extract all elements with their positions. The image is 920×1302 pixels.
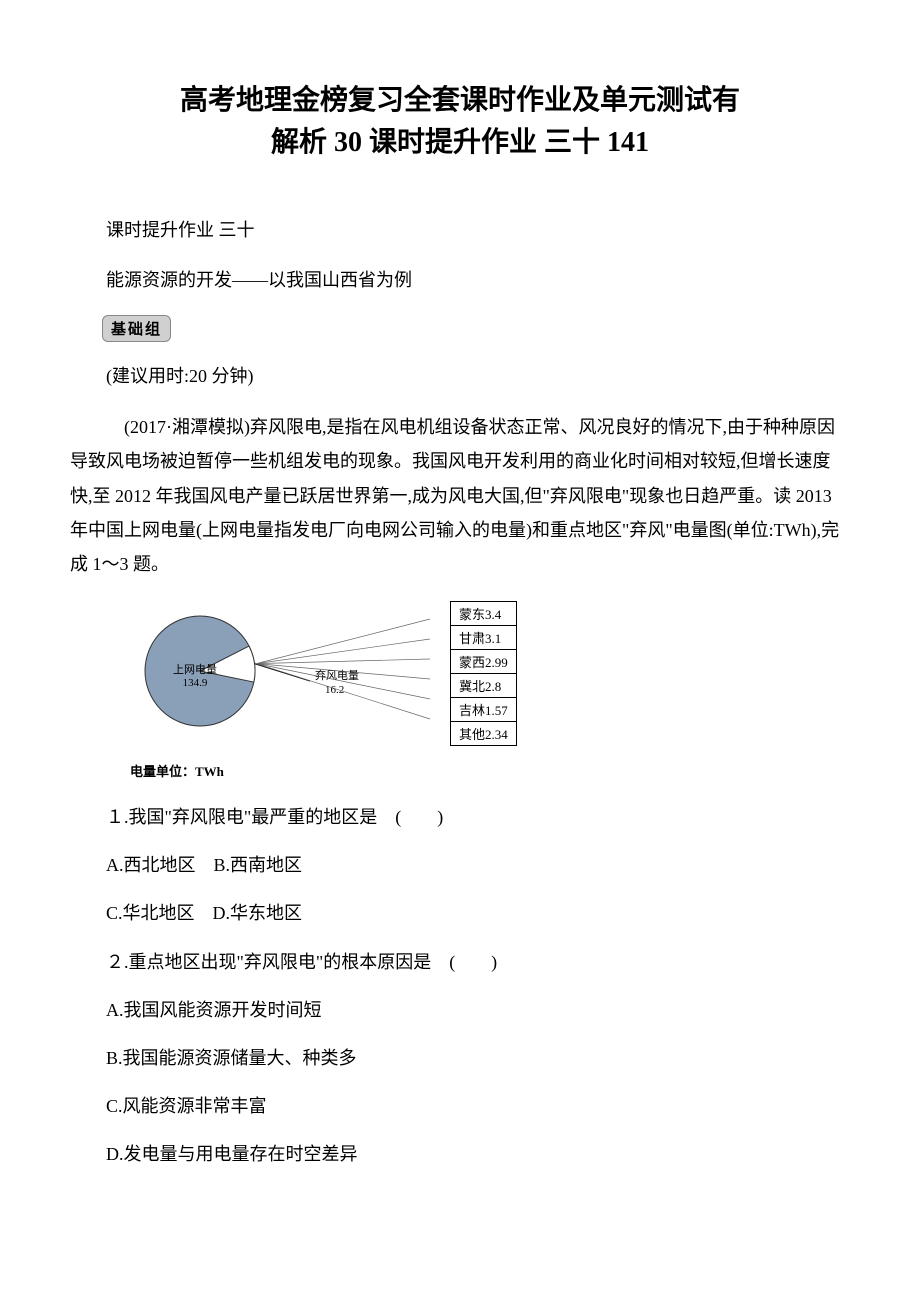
- table-row: 蒙东3.4: [451, 602, 517, 626]
- table-cell: 甘肃3.1: [451, 626, 517, 650]
- q2-opt-c: C.风能资源非常丰富: [70, 1089, 850, 1123]
- question-2: ２.重点地区出现"弃风限电"的根本原因是 ( ): [70, 945, 850, 979]
- passage-text: (2017·湘潭模拟)弃风限电,是指在风电机组设备状态正常、风况良好的情况下,由…: [70, 410, 850, 581]
- table-row: 吉林1.57: [451, 698, 517, 722]
- table-row: 甘肃3.1: [451, 626, 517, 650]
- table-cell: 其他2.34: [451, 722, 517, 746]
- table-cell: 蒙东3.4: [451, 602, 517, 626]
- svg-text:134.9: 134.9: [183, 677, 208, 689]
- q1-opt-b: B.西南地区: [214, 855, 303, 875]
- q2-num: ２.: [106, 952, 129, 972]
- chart-caption: 电量单位：TWh: [130, 761, 850, 780]
- q1-num: １.: [106, 807, 129, 827]
- chart-container: 上网电量134.9弃风电量16.2 蒙东3.4甘肃3.1蒙西2.99冀北2.8吉…: [130, 601, 850, 751]
- q1-options-cd: C.华北地区 D.华东地区: [70, 896, 850, 930]
- q2-opt-a: A.我国风能资源开发时间短: [70, 993, 850, 1027]
- q2-opt-d: D.发电量与用电量存在时空差异: [70, 1137, 850, 1171]
- title-line-2: 解析 30 课时提升作业 三十 141: [271, 127, 649, 158]
- pie-chart: 上网电量134.9弃风电量16.2: [130, 601, 450, 751]
- svg-text:上网电量: 上网电量: [173, 663, 217, 676]
- page-title: 高考地理金榜复习全套课时作业及单元测试有 解析 30 课时提升作业 三十 141: [70, 80, 850, 164]
- time-hint: (建议用时:20 分钟): [70, 360, 850, 392]
- section-badge: 基础组: [102, 315, 850, 342]
- title-line-1: 高考地理金榜复习全套课时作业及单元测试有: [180, 85, 740, 116]
- region-table: 蒙东3.4甘肃3.1蒙西2.99冀北2.8吉林1.57其他2.34: [450, 601, 517, 746]
- q1-stem: 我国"弃风限电"最严重的地区是 ( ): [129, 807, 444, 827]
- table-cell: 吉林1.57: [451, 698, 517, 722]
- table-row: 蒙西2.99: [451, 650, 517, 674]
- q1-options-ab: A.西北地区 B.西南地区: [70, 848, 850, 882]
- table-row: 其他2.34: [451, 722, 517, 746]
- table-cell: 冀北2.8: [451, 674, 517, 698]
- table-cell: 蒙西2.99: [451, 650, 517, 674]
- q2-opt-b: B.我国能源资源储量大、种类多: [70, 1041, 850, 1075]
- table-row: 冀北2.8: [451, 674, 517, 698]
- q2-stem: 重点地区出现"弃风限电"的根本原因是 ( ): [129, 952, 498, 972]
- svg-text:16.2: 16.2: [325, 684, 344, 696]
- badge-text: 基础组: [102, 315, 171, 342]
- q1-opt-c: C.华北地区: [106, 903, 195, 923]
- q1-opt-a: A.西北地区: [106, 855, 196, 875]
- question-1: １.我国"弃风限电"最严重的地区是 ( ): [70, 800, 850, 834]
- subtitle-2: 能源资源的开发——以我国山西省为例: [70, 264, 850, 296]
- subtitle-1: 课时提升作业 三十: [70, 214, 850, 246]
- q1-opt-d: D.华东地区: [213, 903, 303, 923]
